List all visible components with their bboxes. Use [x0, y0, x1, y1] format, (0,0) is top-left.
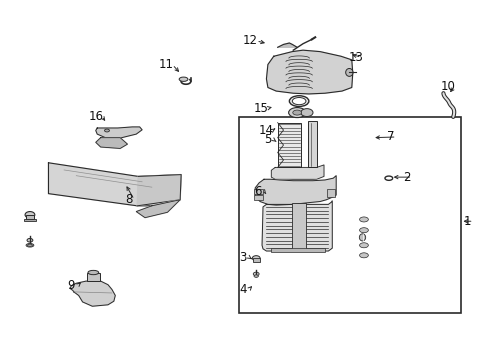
Text: 15: 15: [254, 102, 268, 115]
Polygon shape: [255, 176, 335, 205]
Text: 8: 8: [124, 193, 132, 206]
Ellipse shape: [25, 212, 35, 218]
Text: 12: 12: [243, 34, 257, 48]
Ellipse shape: [345, 68, 352, 76]
Polygon shape: [96, 127, 142, 138]
Ellipse shape: [253, 272, 259, 276]
Text: 13: 13: [347, 51, 363, 64]
Ellipse shape: [27, 238, 33, 242]
Ellipse shape: [104, 129, 109, 132]
Text: 2: 2: [402, 171, 409, 184]
Text: 14: 14: [259, 124, 273, 137]
Bar: [277, 123, 301, 167]
Bar: [252, 258, 259, 262]
Text: 3: 3: [239, 251, 246, 264]
Bar: [25, 215, 34, 220]
Ellipse shape: [179, 77, 187, 81]
Text: 11: 11: [159, 58, 174, 71]
Polygon shape: [136, 200, 180, 218]
Bar: [307, 121, 316, 167]
Text: 7: 7: [386, 130, 394, 144]
Polygon shape: [271, 165, 324, 179]
Polygon shape: [96, 138, 127, 148]
Text: 1: 1: [463, 215, 470, 228]
Bar: [254, 189, 263, 194]
Text: 9: 9: [67, 279, 75, 292]
Ellipse shape: [292, 110, 301, 115]
Text: 4: 4: [239, 283, 246, 296]
Bar: [87, 273, 100, 281]
Ellipse shape: [359, 228, 367, 233]
Bar: [270, 248, 325, 252]
Ellipse shape: [359, 234, 365, 241]
Text: 10: 10: [440, 80, 455, 93]
Polygon shape: [266, 50, 352, 94]
Ellipse shape: [252, 256, 260, 261]
Ellipse shape: [359, 253, 367, 258]
Bar: [23, 219, 36, 221]
Text: 6: 6: [254, 185, 262, 198]
Ellipse shape: [359, 217, 367, 222]
Polygon shape: [277, 43, 297, 47]
Polygon shape: [70, 281, 115, 306]
Ellipse shape: [88, 270, 99, 275]
Polygon shape: [262, 201, 331, 251]
Ellipse shape: [253, 275, 258, 277]
Text: 16: 16: [88, 110, 103, 123]
Text: 5: 5: [264, 133, 271, 146]
Bar: [238, 117, 460, 313]
Ellipse shape: [26, 243, 34, 247]
Ellipse shape: [289, 96, 308, 107]
Bar: [327, 189, 334, 197]
Ellipse shape: [27, 244, 32, 246]
Bar: [254, 195, 263, 200]
Ellipse shape: [359, 243, 367, 248]
Bar: [291, 203, 306, 251]
Ellipse shape: [292, 98, 305, 105]
Ellipse shape: [288, 108, 305, 118]
Ellipse shape: [300, 109, 312, 117]
Polygon shape: [137, 175, 181, 206]
Polygon shape: [48, 163, 181, 206]
